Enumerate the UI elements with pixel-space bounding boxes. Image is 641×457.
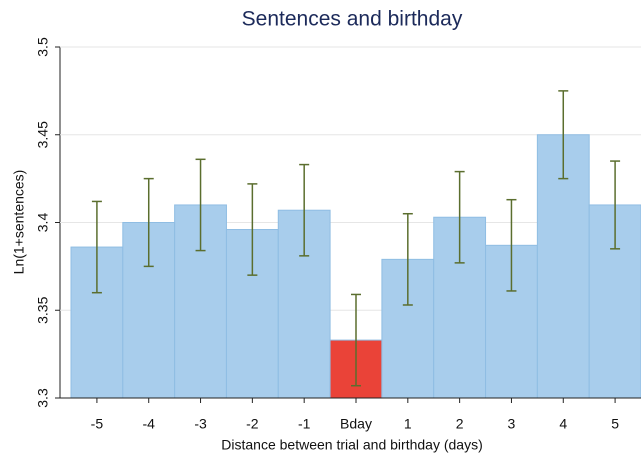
x-axis-label: Distance between trial and birthday (day… xyxy=(221,437,482,453)
x-tick-label: 2 xyxy=(456,416,464,432)
x-tick-label: 3 xyxy=(508,416,516,432)
x-tick-label: 1 xyxy=(404,416,412,432)
x-tick-label: -1 xyxy=(298,416,311,432)
chart-title: Sentences and birthday xyxy=(242,8,463,31)
y-axis-label: Ln(1+sentences) xyxy=(11,170,27,275)
x-tick-label: -3 xyxy=(194,416,207,432)
x-tick-label: 5 xyxy=(611,416,619,432)
y-tick-label: 3.3 xyxy=(35,388,51,408)
bar xyxy=(381,258,435,399)
x-tick-label: -2 xyxy=(246,416,259,432)
y-tick-label: 3.5 xyxy=(35,37,51,57)
x-tick-label: 4 xyxy=(559,416,567,432)
y-tick-label: 3.45 xyxy=(35,121,51,148)
x-tick-label: -4 xyxy=(143,416,156,432)
y-tick-label: 3.4 xyxy=(35,213,51,233)
x-tick-label: Bday xyxy=(340,416,372,432)
y-tick-label: 3.35 xyxy=(35,296,51,323)
x-tick-label: -5 xyxy=(91,416,104,432)
